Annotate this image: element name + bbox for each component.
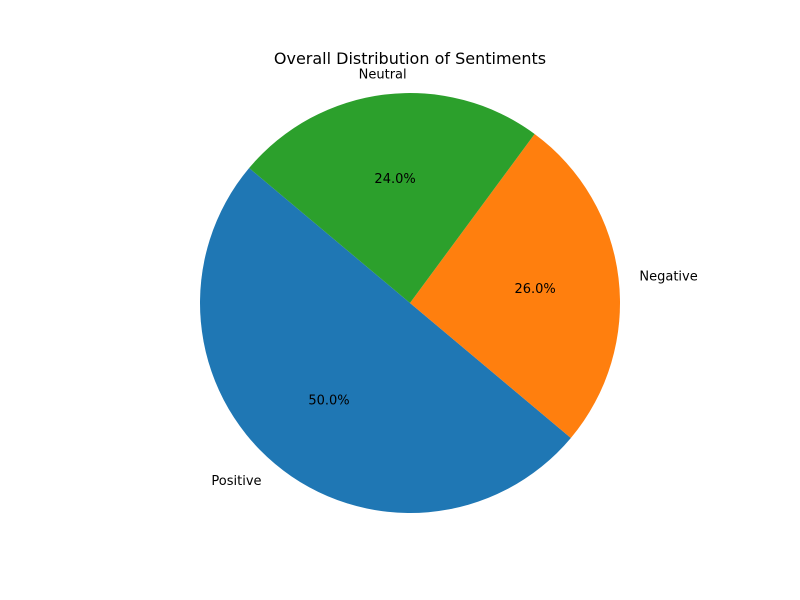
slice-percent-neutral: 24.0% bbox=[374, 172, 415, 187]
labels-layer: Positive 50.0% Negative 26.0% Neutral 24.0% bbox=[211, 68, 697, 489]
slice-percent-negative: 26.0% bbox=[514, 282, 555, 297]
pie-slice-negative bbox=[410, 133, 621, 438]
slice-percent-positive: 50.0% bbox=[308, 394, 349, 409]
pie-slice-neutral bbox=[249, 92, 535, 303]
slices-layer bbox=[200, 92, 621, 514]
chart-title: Overall Distribution of Sentiments bbox=[274, 49, 546, 68]
slice-label-positive: Positive bbox=[211, 474, 261, 489]
pie-slice-positive bbox=[200, 168, 571, 514]
slice-label-negative: Negative bbox=[639, 270, 697, 285]
slice-label-neutral: Neutral bbox=[359, 68, 407, 83]
